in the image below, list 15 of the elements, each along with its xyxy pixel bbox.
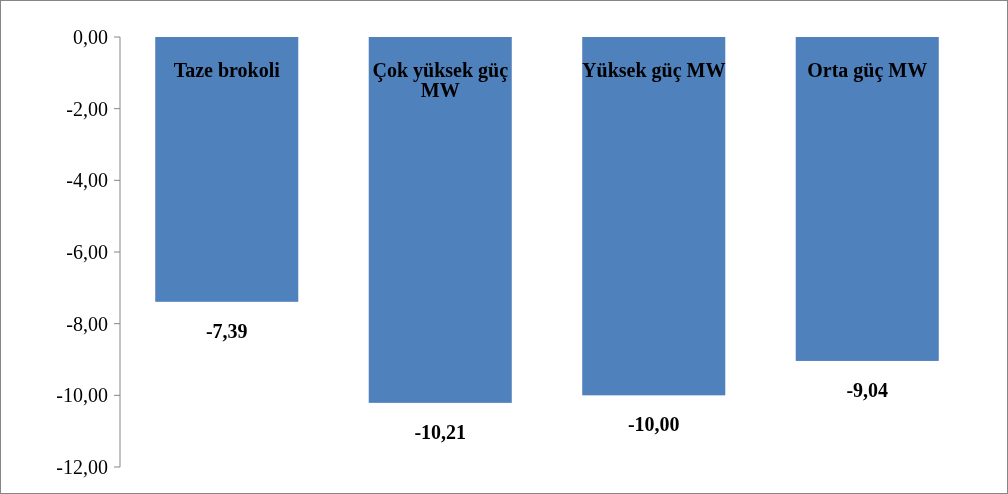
y-tick-label: -6,00 [66,241,108,263]
y-tick-label: -8,00 [66,312,108,335]
y-tick-label: 0,00 [73,26,108,48]
y-tick-label: -10,00 [56,384,108,407]
y-tick-label: -12,00 [56,456,108,478]
x-tick-label: Orta güç MW [807,59,928,82]
y-tick-label: -2,00 [66,97,108,120]
data-label: -9,04 [846,378,889,401]
x-tick-label: Taze brokoli [173,59,281,81]
data-label: -10,21 [414,420,467,443]
data-label: -10,00 [627,413,680,436]
data-label: -7,39 [205,319,248,342]
y-tick-label: -4,00 [66,169,108,192]
x-tick-label: Yüksek güç MW [582,59,726,82]
x-tick-label: Çok yüksek güç MW [372,59,509,101]
